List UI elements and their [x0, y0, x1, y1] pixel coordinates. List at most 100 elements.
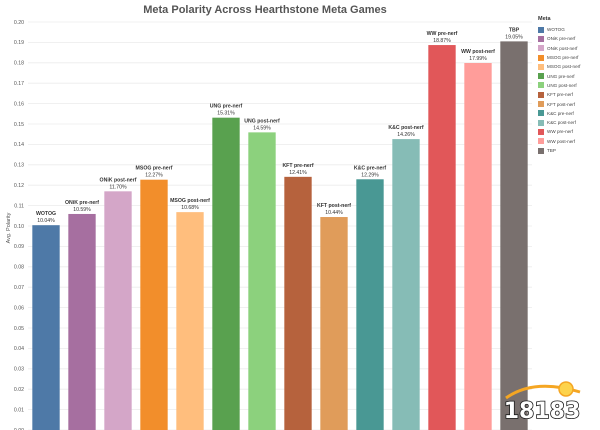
- legend-title: Meta: [538, 16, 551, 22]
- bar-value-label: 12.41%: [289, 170, 307, 176]
- legend-swatch: [538, 110, 544, 117]
- legend-item: ONiK pre-nerf: [538, 34, 600, 43]
- y-tick-label: 0.06: [14, 305, 24, 311]
- legend-item: TBP: [538, 146, 600, 155]
- legend-swatch: [538, 26, 544, 33]
- legend-swatch: [538, 54, 544, 61]
- y-tick-label: 0.13: [14, 163, 24, 169]
- y-axis-ticks: 0.00 0.01 0.02 0.03 0.04 0.05 0.06 0.07 0.08 0.09…: [14, 20, 24, 430]
- bar-ww-post-nerf: [464, 63, 492, 430]
- legend-label: UNG post-nerf: [547, 82, 577, 88]
- y-tick-label: 0.14: [14, 142, 24, 148]
- y-tick-label: 0.19: [14, 40, 24, 46]
- bar-category-label: KFT post-nerf: [317, 203, 351, 209]
- legend-label: K&C pre-nerf: [547, 110, 574, 116]
- y-tick-label: 0.11: [14, 203, 24, 209]
- bar-k-c-pre-nerf: [356, 179, 384, 430]
- legend-swatch: [538, 101, 544, 108]
- y-tick-label: 0.04: [14, 346, 24, 352]
- legend-swatch: [538, 35, 544, 42]
- grid-lines: [28, 21, 532, 430]
- bar-msog-post-nerf: [176, 212, 204, 430]
- legend-swatch: [538, 138, 544, 145]
- legend-label: TBP: [547, 148, 556, 153]
- chart-title: Meta Polarity Across Hearthstone Meta Ga…: [143, 4, 387, 16]
- legend-item: KFT post-nerf: [538, 99, 600, 108]
- bar-onik-pre-nerf: [68, 213, 96, 430]
- bar-category-label: TBP: [509, 27, 520, 33]
- bar-value-label: 10.44%: [325, 210, 343, 216]
- legend-label: WOTOG: [547, 27, 565, 33]
- y-tick-label: 0.16: [14, 101, 24, 107]
- legend-item: MSOG post-nerf: [538, 62, 600, 71]
- legend-item: MSOG pre-nerf: [538, 53, 600, 62]
- y-tick-label: 0.12: [14, 183, 24, 189]
- bar-msog-pre-nerf: [140, 179, 168, 430]
- bar-value-label: 11.70%: [109, 184, 127, 190]
- legend-label: ONiK post-nerf: [547, 45, 578, 51]
- bar-value-label: 12.27%: [145, 173, 163, 179]
- bar-chart: 0.00 0.01 0.02 0.03 0.04 0.05 0.06 0.07 0.08 0.09…: [6, 20, 532, 430]
- legend-item: WOTOG: [538, 25, 600, 34]
- legend-item: UNG pre-nerf: [538, 71, 600, 80]
- bar-ww-pre-nerf: [428, 45, 456, 430]
- legend-item: WW post-nerf: [538, 137, 600, 146]
- legend-swatch: [538, 119, 544, 126]
- legend-swatch: [538, 73, 544, 80]
- bar-category-label: UNG post-nerf: [244, 118, 280, 124]
- site-logo: 18183: [503, 381, 581, 424]
- bar-kft-pre-nerf: [284, 176, 312, 430]
- bar-ung-pre-nerf: [212, 117, 240, 430]
- legend-item: WW pre-nerf: [538, 127, 600, 136]
- legend-swatch: [538, 128, 544, 135]
- bar-value-label: 17.99%: [469, 56, 487, 62]
- bar-value-label: 19.05%: [505, 34, 523, 40]
- bar-k-c-post-nerf: [392, 139, 420, 430]
- logo-text: 18183: [504, 399, 581, 424]
- legend-label: UNG pre-nerf: [547, 73, 575, 79]
- bar-category-label: MSOG post-nerf: [170, 198, 210, 204]
- bar-kft-post-nerf: [320, 217, 348, 430]
- bar-category-label: MSOG pre-nerf: [136, 166, 173, 172]
- bar-category-label: WW post-nerf: [461, 49, 495, 55]
- legend-items: WOTOG ONiK pre-nerf ONiK post-nerf MSOG pre…: [538, 25, 600, 155]
- legend-item: K&C post-nerf: [538, 118, 600, 127]
- bar-value-label: 14.26%: [397, 132, 415, 138]
- legend-item: ONiK post-nerf: [538, 44, 600, 53]
- bar-wotog: [32, 225, 60, 430]
- bar-category-label: ONiK post-nerf: [100, 177, 137, 183]
- legend-label: MSOG pre-nerf: [547, 55, 579, 61]
- bar-onik-post-nerf: [104, 191, 132, 430]
- legend-swatch: [538, 147, 544, 154]
- legend-swatch: [538, 63, 544, 70]
- legend-swatch: [538, 45, 544, 52]
- y-tick-label: 0.15: [14, 122, 24, 128]
- bar-ung-post-nerf: [248, 132, 276, 430]
- y-tick-label: 0.05: [14, 326, 24, 332]
- bar-category-label: ONiK pre-nerf: [65, 200, 99, 206]
- legend-label: WW post-nerf: [547, 138, 576, 144]
- legend: Meta WOTOG ONiK pre-nerf ONiK post-nerf MSO…: [538, 16, 600, 155]
- legend-swatch: [538, 91, 544, 98]
- y-tick-label: 0.02: [14, 387, 24, 393]
- bar-value-label: 10.59%: [73, 207, 91, 213]
- legend-label: MSOG post-nerf: [547, 64, 581, 70]
- legend-swatch: [538, 82, 544, 89]
- y-tick-label: 0.18: [14, 61, 24, 67]
- legend-item: UNG post-nerf: [538, 81, 600, 90]
- legend-item: KFT pre-nerf: [538, 90, 600, 99]
- y-axis-label: Avg. Polarity: [6, 212, 12, 243]
- y-tick-label: 0.17: [14, 81, 24, 87]
- bar-tbp: [500, 41, 528, 430]
- legend-label: KFT post-nerf: [547, 101, 575, 107]
- legend-item: K&C pre-nerf: [538, 109, 600, 118]
- bar-value-label: 15.31%: [217, 111, 235, 117]
- y-tick-label: 0.09: [14, 244, 24, 250]
- y-tick-label: 0.01: [14, 407, 24, 413]
- y-tick-label: 0.00: [14, 428, 24, 430]
- legend-label: KFT pre-nerf: [547, 92, 573, 98]
- bar-value-label: 12.29%: [361, 172, 379, 178]
- bar-category-label: K&C post-nerf: [388, 125, 423, 131]
- y-tick-label: 0.08: [14, 265, 24, 271]
